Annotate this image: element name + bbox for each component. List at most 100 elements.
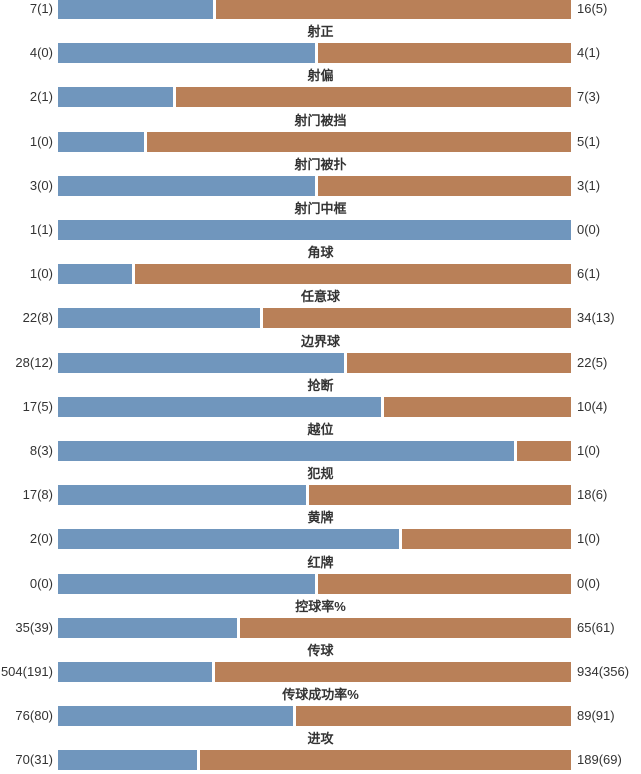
away-bar (216, 0, 571, 19)
away-bar (147, 131, 571, 152)
home-bar (58, 264, 132, 285)
home-value: 70(31) (15, 752, 53, 768)
away-value: 34(13) (577, 310, 615, 326)
home-value: 2(1) (29, 89, 53, 105)
home-bar (58, 441, 514, 461)
stat-label: 黄牌 (307, 510, 334, 526)
home-bar (58, 529, 399, 550)
home-value: 1(0) (29, 133, 53, 149)
stat-label: 边界球 (300, 333, 340, 349)
stat-label: 射门被扑 (294, 156, 347, 172)
away-value: 1(0) (577, 443, 601, 458)
stat-label: 控球率% (295, 598, 346, 614)
away-bar (215, 662, 571, 682)
home-value: 1(0) (29, 266, 53, 282)
stat-bar (58, 485, 571, 506)
home-value: 22(8) (22, 310, 53, 326)
stat-label: 射偏 (307, 68, 334, 84)
home-value: 17(8) (22, 487, 53, 503)
away-value: 3(1) (577, 177, 601, 193)
away-value: 189(69) (577, 752, 622, 768)
home-value: 1(1) (29, 222, 53, 237)
stat-label: 角球 (307, 245, 334, 261)
stat-bar (58, 264, 571, 285)
stat-bar (58, 87, 571, 108)
away-bar (200, 750, 571, 771)
away-value: 7(3) (577, 89, 601, 105)
away-bar (176, 87, 571, 108)
stat-label: 任意球 (300, 289, 340, 305)
away-value: 10(4) (577, 398, 608, 414)
away-value: 1(0) (577, 531, 601, 547)
home-value: 17(5) (22, 398, 53, 414)
home-value: 76(80) (15, 708, 53, 724)
stat-row: 传球成功率% 76(80) 89(91) (0, 686, 641, 730)
stat-row: 任意球 22(8) 34(13) (0, 288, 641, 332)
stat-row: 黄牌 2(0) 1(0) (0, 509, 641, 553)
away-value: 4(1) (577, 45, 601, 61)
stat-row: 射偏 2(1) 7(3) (0, 67, 641, 111)
stat-bar (58, 131, 571, 152)
away-bar (318, 573, 571, 594)
stat-row: 角球 1(0) 6(1) (0, 244, 641, 288)
home-value: 4(0) (29, 45, 53, 61)
stat-row: 射正 4(0) 4(1) (0, 23, 641, 67)
stat-row: 边界球 28(12) 22(5) (0, 333, 641, 377)
home-bar (58, 308, 260, 329)
stat-bar (58, 706, 571, 727)
stat-bar (58, 0, 571, 19)
stat-bar (58, 308, 571, 329)
away-value: 18(6) (577, 487, 608, 503)
stat-row: 抢断 17(5) 10(4) (0, 377, 641, 421)
stat-label: 犯规 (307, 466, 334, 482)
away-bar (135, 264, 571, 285)
home-value: 2(0) (29, 531, 53, 547)
away-value: 16(5) (577, 1, 608, 16)
away-value: 65(61) (577, 619, 615, 635)
stat-label: 抢断 (307, 377, 334, 393)
stat-row: 射门中框 1(1) 0(0) (0, 200, 641, 244)
away-bar (517, 441, 571, 461)
home-bar (58, 573, 315, 594)
home-bar (58, 750, 197, 771)
home-bar (58, 706, 293, 727)
away-bar (402, 529, 571, 550)
away-bar (263, 308, 571, 329)
stat-row: 进攻 70(31) 189(69) (0, 730, 641, 774)
home-bar (58, 0, 213, 19)
stat-label: 传球 (307, 643, 334, 658)
stat-row: 7(1) 16(5) (0, 0, 641, 23)
stat-bar (58, 529, 571, 550)
home-bar (58, 175, 315, 196)
away-bar (296, 706, 571, 727)
away-bar (384, 396, 571, 417)
stat-bar (58, 43, 571, 64)
home-value: 35(39) (15, 619, 53, 635)
stat-row: 射门被挡 1(0) 5(1) (0, 112, 641, 156)
stat-bar (58, 441, 571, 461)
home-value: 8(3) (29, 443, 53, 458)
stat-label: 射门中框 (294, 201, 347, 216)
stat-bar (58, 617, 571, 638)
home-value: 0(0) (29, 575, 53, 591)
home-bar (58, 352, 344, 373)
stat-bar (58, 175, 571, 196)
stat-label: 越位 (307, 422, 334, 437)
away-value: 89(91) (577, 708, 615, 724)
away-value: 934(356) (577, 664, 630, 679)
stat-bar (58, 220, 571, 240)
home-bar (58, 43, 315, 64)
away-bar (318, 175, 571, 196)
away-value: 22(5) (577, 354, 608, 370)
home-bar (58, 617, 237, 638)
home-bar (58, 131, 144, 152)
stat-label: 射正 (307, 24, 334, 40)
stat-row: 犯规 17(8) 18(6) (0, 465, 641, 509)
away-value: 6(1) (577, 266, 601, 282)
home-value: 7(1) (29, 1, 53, 16)
stat-label: 红牌 (307, 554, 334, 570)
away-bar (318, 43, 571, 64)
stat-row: 射门被扑 3(0) 3(1) (0, 156, 641, 200)
away-value: 0(0) (577, 222, 601, 237)
